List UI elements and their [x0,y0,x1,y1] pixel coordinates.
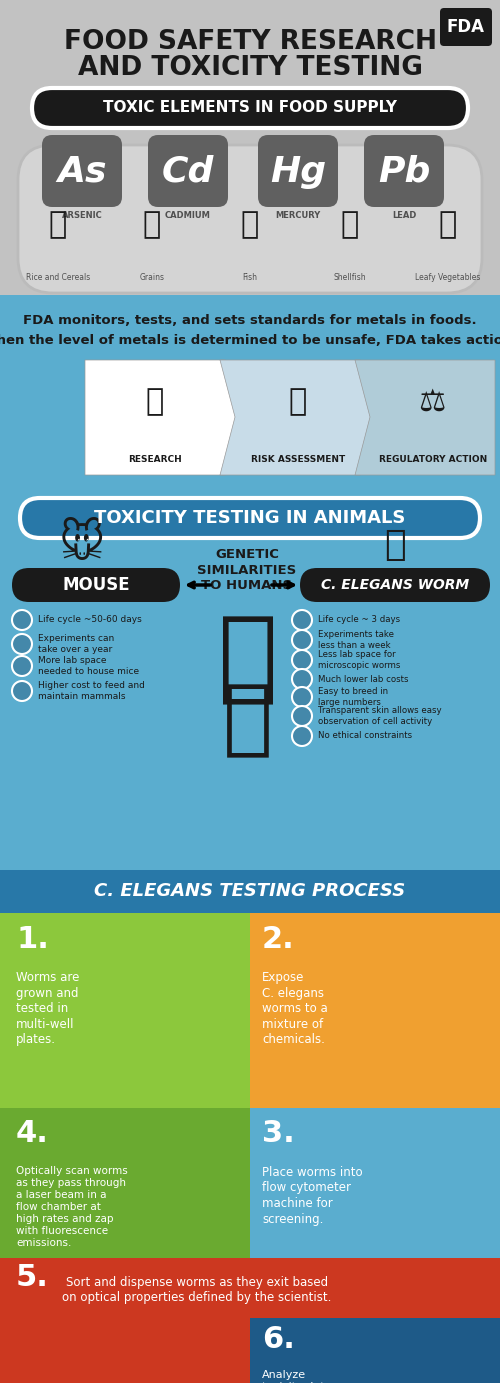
Text: CADMIUM: CADMIUM [165,210,211,220]
Text: RESEARCH: RESEARCH [128,455,182,465]
Text: 🌾: 🌾 [143,210,161,239]
Text: Place worms into
flow cytometer
machine for
screening.: Place worms into flow cytometer machine … [262,1166,362,1225]
Text: Fish: Fish [242,274,258,282]
Text: Less lab space for
microscopic worms: Less lab space for microscopic worms [318,650,400,669]
Text: Pb: Pb [378,155,430,189]
Bar [0,1318,250,1383]
Text: MOUSE: MOUSE [62,575,130,595]
FancyBboxPatch shape [32,89,468,129]
Text: Much lower lab costs: Much lower lab costs [318,675,408,683]
Text: 🦪: 🦪 [341,210,359,239]
Text: Worms are
grown and
tested in
multi-well
plates.: Worms are grown and tested in multi-well… [16,971,80,1046]
Text: LEAD: LEAD [392,210,416,220]
Text: FDA monitors, tests, and sets standards for metals in foods.: FDA monitors, tests, and sets standards … [23,314,477,326]
Text: FDA: FDA [447,18,485,36]
Text: C. ELEGANS WORM: C. ELEGANS WORM [321,578,469,592]
Bar [250,1318,500,1383]
Text: TOXICITY TESTING IN ANIMALS: TOXICITY TESTING IN ANIMALS [94,509,406,527]
Text: Cd: Cd [162,155,214,189]
Text: 5.: 5. [16,1264,49,1293]
Text: 🔬: 🔬 [146,387,164,416]
Bar [0,0,500,300]
FancyBboxPatch shape [18,145,482,293]
Text: FOOD SAFETY RESEARCH: FOOD SAFETY RESEARCH [64,29,436,55]
Bar [0,1259,500,1318]
Circle shape [12,610,32,631]
Text: 🧬: 🧬 [223,679,273,761]
FancyBboxPatch shape [440,8,492,46]
Text: 🎯: 🎯 [289,387,307,416]
Text: Optically scan worms
as they pass through
a laser beam in a
flow chamber at
high: Optically scan worms as they pass throug… [16,1166,128,1247]
Text: Life cycle ~50-60 days: Life cycle ~50-60 days [38,615,142,625]
Text: Grains: Grains [140,274,164,282]
FancyBboxPatch shape [364,136,444,207]
Circle shape [292,669,312,689]
Text: Rice and Cereals: Rice and Cereals [26,274,90,282]
Circle shape [292,650,312,669]
Text: C. ELEGANS TESTING PROCESS: C. ELEGANS TESTING PROCESS [94,882,406,900]
Text: When the level of metals is determined to be unsafe, FDA takes action.: When the level of metals is determined t… [0,333,500,347]
Circle shape [12,680,32,701]
Bar [250,1108,500,1259]
Text: 👤: 👤 [218,611,278,708]
Bar [0,1108,250,1259]
Text: AND TOXICITY TESTING: AND TOXICITY TESTING [78,55,422,82]
Bar [0,295,500,495]
Text: 🐛: 🐛 [384,528,406,561]
Text: Expose
C. elegans
worms to a
mixture of
chemicals.: Expose C. elegans worms to a mixture of … [262,971,328,1046]
Text: More lab space
needed to house mice: More lab space needed to house mice [38,656,139,676]
Text: Hg: Hg [270,155,326,189]
Text: REGULATORY ACTION: REGULATORY ACTION [379,455,487,465]
Text: GENETIC
SIMILARITIES
TO HUMANS: GENETIC SIMILARITIES TO HUMANS [198,548,296,592]
Text: Higher cost to feed and
maintain mammals: Higher cost to feed and maintain mammals [38,680,145,701]
Circle shape [292,687,312,707]
Text: 4.: 4. [16,1119,49,1148]
FancyBboxPatch shape [258,136,338,207]
Circle shape [292,631,312,650]
Text: 6.: 6. [262,1325,295,1354]
Text: ARSENIC: ARSENIC [62,210,102,220]
Text: Leafy Vegetables: Leafy Vegetables [416,274,480,282]
Polygon shape [220,360,375,474]
Text: As: As [57,155,107,189]
Text: ⚖️: ⚖️ [420,387,446,416]
FancyBboxPatch shape [148,136,228,207]
Circle shape [12,656,32,676]
Text: Experiments can
take over a year: Experiments can take over a year [38,635,114,654]
Circle shape [292,726,312,745]
Text: 3.: 3. [262,1119,295,1148]
Text: Sort and dispense worms as they exit based
on optical properties defined by the : Sort and dispense worms as they exit bas… [62,1275,332,1304]
Circle shape [292,705,312,726]
Text: TOXIC ELEMENTS IN FOOD SUPPLY: TOXIC ELEMENTS IN FOOD SUPPLY [103,101,397,116]
Polygon shape [355,360,495,474]
Bar [250,913,500,1108]
FancyBboxPatch shape [20,498,480,538]
Text: Transparent skin allows easy
observation of cell activity: Transparent skin allows easy observation… [318,707,442,726]
Bar [0,870,500,913]
Circle shape [12,633,32,654]
Bar [185,610,315,860]
Text: Experiments take
less than a week: Experiments take less than a week [318,631,394,650]
Text: 🐟: 🐟 [241,210,259,239]
Text: 🍚: 🍚 [49,210,67,239]
Text: 1.: 1. [16,924,49,953]
FancyBboxPatch shape [12,568,180,602]
Polygon shape [85,360,240,474]
Bar [0,490,500,875]
Text: 🥬: 🥬 [439,210,457,239]
Text: RISK ASSESSMENT: RISK ASSESSMENT [251,455,345,465]
Text: 2.: 2. [262,924,295,953]
Text: 🐭: 🐭 [59,524,105,567]
Text: Shellfish: Shellfish [334,274,366,282]
FancyBboxPatch shape [300,568,490,602]
Bar [0,913,250,1108]
Text: No ethical constraints: No ethical constraints [318,732,412,740]
Text: Easy to breed in
large numbers: Easy to breed in large numbers [318,687,388,707]
Text: Analyze
toxicity data
output from
thousands of
worms per
chemical.: Analyze toxicity data output from thousa… [262,1371,334,1383]
Text: MERCURY: MERCURY [276,210,320,220]
FancyBboxPatch shape [42,136,122,207]
Circle shape [292,610,312,631]
Text: Life cycle ~ 3 days: Life cycle ~ 3 days [318,615,400,625]
